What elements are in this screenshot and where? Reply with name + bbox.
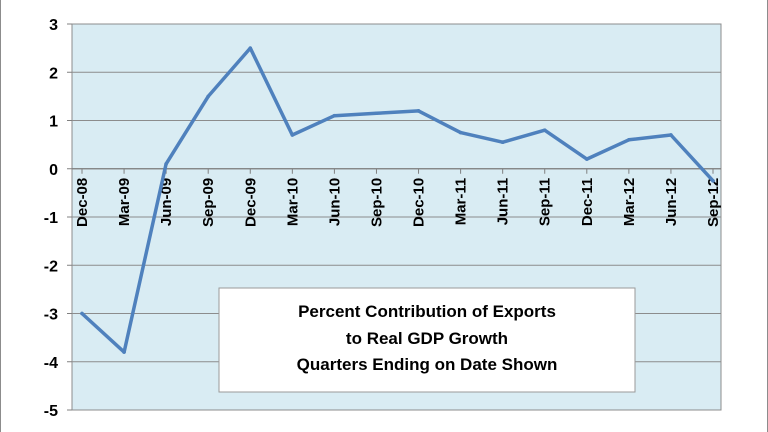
x-tick-label: Sep-12 — [705, 178, 722, 227]
x-tick-label: Jun-12 — [663, 178, 680, 226]
data-point — [500, 140, 505, 145]
x-tick-label: Jun-11 — [495, 178, 512, 226]
x-tick-label: Mar-11 — [453, 178, 470, 226]
x-tick-label: Dec-10 — [411, 178, 428, 227]
data-point — [164, 162, 168, 166]
annotation-line-3: Quarters Ending on Date Shown — [297, 355, 558, 374]
y-tick-label: -2 — [44, 258, 58, 275]
annotation-box: Percent Contribution of Exports to Real … — [218, 287, 636, 393]
x-tick-label: Sep-10 — [368, 178, 385, 227]
y-tick-label: -4 — [44, 355, 58, 372]
x-tick-label: Mar-12 — [621, 178, 638, 226]
x-axis-tick-labels: Dec-08 Mar-09 Jun-09 Sep-09 Dec-09 Mar-10 Jun-… — [74, 168, 722, 227]
data-point — [669, 133, 673, 137]
y-tick-label: 3 — [49, 17, 58, 34]
y-tick-label: 1 — [49, 114, 58, 131]
x-tick-label: Jun-10 — [326, 178, 343, 226]
x-tick-label: Mar-10 — [284, 178, 301, 226]
data-point — [542, 128, 547, 132]
y-tick-label: -5 — [44, 403, 58, 420]
annotation-box-background — [218, 287, 636, 393]
x-tick-label: Sep-09 — [200, 178, 217, 227]
x-tick-label: Dec-08 — [74, 178, 91, 227]
annotation-line-2: to Real GDP Growth — [346, 329, 508, 348]
data-point — [627, 138, 631, 142]
y-axis-tick-labels: 3 2 1 0 -1 -2 -3 -4 -5 — [44, 17, 72, 420]
annotation-line-1: Percent Contribution of Exports — [298, 302, 556, 321]
y-tick-label: -3 — [44, 307, 58, 324]
data-point — [416, 109, 421, 113]
x-tick-label: Dec-11 — [579, 178, 596, 226]
series-line — [80, 46, 715, 354]
y-tick-label: 2 — [49, 65, 58, 82]
x-tick-label: Dec-09 — [242, 178, 259, 227]
y-tick-label: 0 — [49, 162, 58, 179]
series-points — [80, 46, 715, 354]
x-tick-label: Jun-09 — [158, 178, 175, 226]
data-point — [711, 179, 715, 183]
x-tick-label: Mar-09 — [116, 178, 133, 226]
data-point — [80, 311, 84, 316]
data-point — [585, 157, 589, 161]
data-point — [290, 133, 295, 137]
data-point — [248, 46, 253, 50]
data-point — [374, 111, 379, 116]
data-point — [206, 94, 210, 99]
x-tick-label: Sep-11 — [537, 178, 554, 226]
data-point — [122, 350, 126, 354]
data-point — [458, 130, 463, 135]
y-tick-label: -1 — [44, 210, 58, 227]
data-point — [332, 113, 337, 118]
